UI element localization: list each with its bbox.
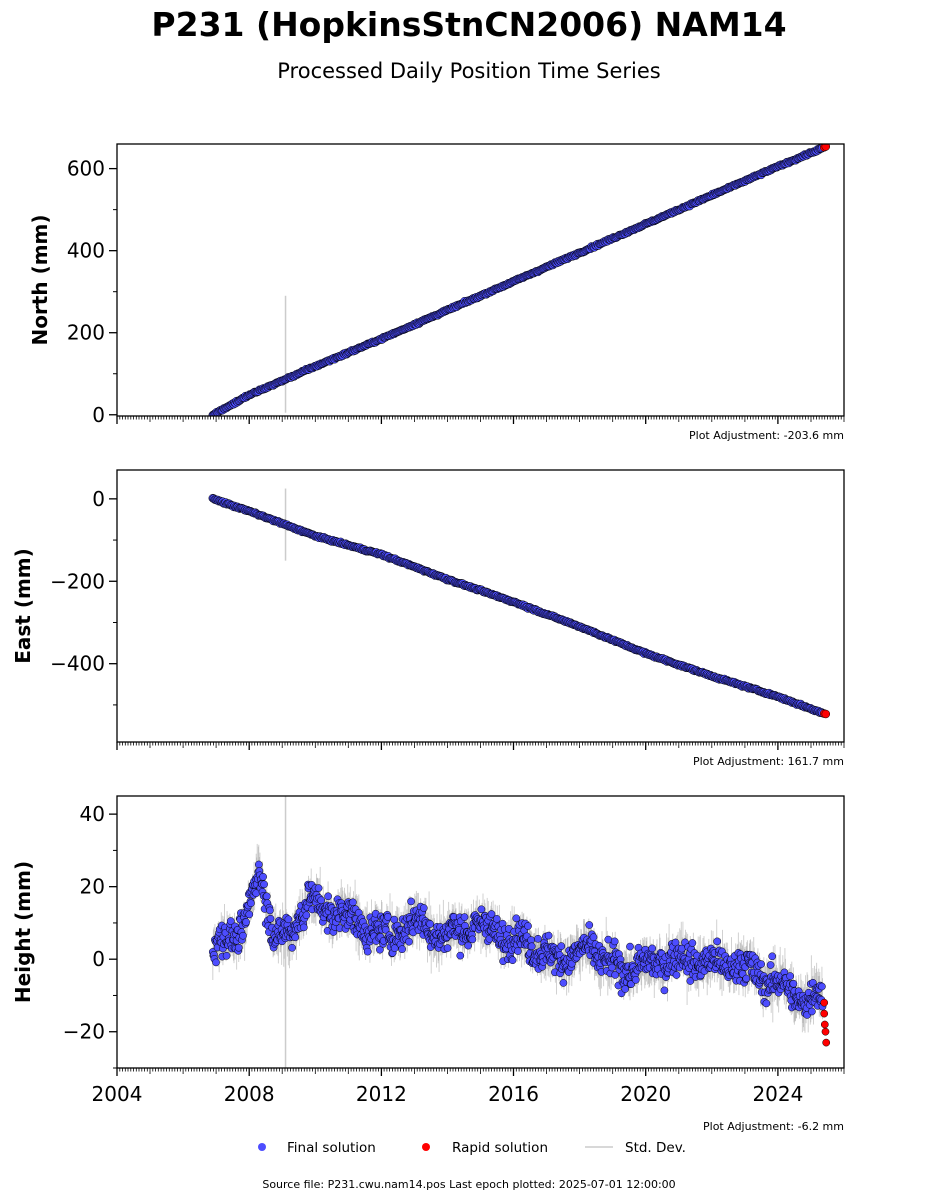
final-solution-point xyxy=(585,921,594,929)
y-tick-label: 600 xyxy=(67,157,105,181)
final-solution-point xyxy=(222,951,231,960)
rapid-solution-points xyxy=(819,709,831,719)
north-plot-adjustment: Plot Adjustment: -203.6 mm xyxy=(689,429,844,442)
final-solution-point xyxy=(456,951,465,960)
final-solution-point xyxy=(544,931,553,940)
plot-area xyxy=(208,796,831,1068)
final-solution-point xyxy=(349,898,357,907)
final-solution-point xyxy=(477,905,486,914)
east-plot-adjustment: Plot Adjustment: 161.7 mm xyxy=(693,755,844,768)
y-tick-label: 400 xyxy=(67,239,105,263)
final-solution-point xyxy=(284,915,293,924)
north-panel: 0 200 400 600 North (mm) Plot Adjustment: -20… xyxy=(28,143,845,442)
final-solution-point xyxy=(259,872,267,881)
final-solution-point xyxy=(376,945,384,954)
final-solution-point xyxy=(260,880,268,889)
y-tick-label: −200 xyxy=(50,569,105,593)
final-solution-point xyxy=(631,976,640,984)
final-solution-point xyxy=(610,937,619,946)
east-panel: 0 −200 −400 East (mm) Plot Adjustment: 161.7… xyxy=(11,469,845,768)
final-solution-point xyxy=(534,934,542,943)
final-solution-point xyxy=(291,933,300,942)
final-solution-point xyxy=(514,947,522,955)
final-solution-point xyxy=(492,915,501,923)
final-solution-point xyxy=(314,884,323,892)
final-solution-point xyxy=(512,914,521,923)
y-tick-label: 200 xyxy=(67,321,105,345)
final-solution-points xyxy=(208,860,827,1019)
final-solution-point xyxy=(288,943,296,952)
final-solution-point xyxy=(405,937,413,946)
plot-area xyxy=(208,488,831,719)
final-solution-point xyxy=(443,944,452,952)
final-solution-point xyxy=(266,914,275,923)
final-solution-points xyxy=(208,144,827,416)
final-solution-point xyxy=(247,899,255,908)
rapid-solution-point xyxy=(821,144,831,151)
final-solution-point xyxy=(559,979,568,987)
y-tick-label: −400 xyxy=(50,652,105,676)
axes-frame xyxy=(116,469,845,743)
final-solution-point xyxy=(419,904,428,912)
final-solution-point xyxy=(468,935,477,944)
final-solution-point xyxy=(262,892,271,901)
final-solution-point xyxy=(381,925,390,934)
final-solution-point xyxy=(242,918,250,926)
final-solution-point xyxy=(317,896,326,905)
final-solution-point xyxy=(524,922,532,930)
final-solution-point xyxy=(611,971,620,979)
plot-area xyxy=(208,144,831,416)
final-solution-point xyxy=(508,956,517,965)
final-solution-point xyxy=(398,945,406,954)
y-tick-label: 0 xyxy=(92,403,105,427)
final-solution-point xyxy=(212,958,220,967)
final-solution-point xyxy=(226,917,235,925)
final-solution-point xyxy=(487,910,496,918)
final-solution-point xyxy=(239,931,247,940)
final-solution-point xyxy=(527,942,536,951)
final-solution-point xyxy=(407,897,415,906)
rapid-solution-points xyxy=(819,144,831,152)
final-solution-point xyxy=(589,933,598,942)
final-solution-point xyxy=(460,913,469,921)
final-solution-point xyxy=(299,923,308,932)
chart-title: P231 (HopkinsStnCN2006) NAM14 xyxy=(151,5,786,44)
final-solution-point xyxy=(254,860,263,869)
final-solution-point xyxy=(363,947,372,956)
final-solution-point xyxy=(383,913,392,921)
y-tick-label: 0 xyxy=(92,487,105,511)
final-solution-point xyxy=(608,963,616,972)
final-solution-point xyxy=(557,942,566,950)
final-solution-point xyxy=(324,892,332,901)
final-solution-point xyxy=(266,906,274,915)
final-solution-point xyxy=(426,920,434,928)
east-axis-label: East (mm) xyxy=(11,548,35,664)
final-solution-points xyxy=(208,493,827,718)
final-solution-point xyxy=(245,910,254,919)
final-solution-point xyxy=(302,911,311,920)
final-solution-point xyxy=(626,942,634,951)
final-solution-point xyxy=(234,943,243,952)
north-axis-label: North (mm) xyxy=(28,214,52,345)
final-solution-point xyxy=(464,941,473,950)
rapid-solution-point xyxy=(821,709,831,719)
chart-subtitle: Processed Daily Position Time Series xyxy=(277,59,661,83)
